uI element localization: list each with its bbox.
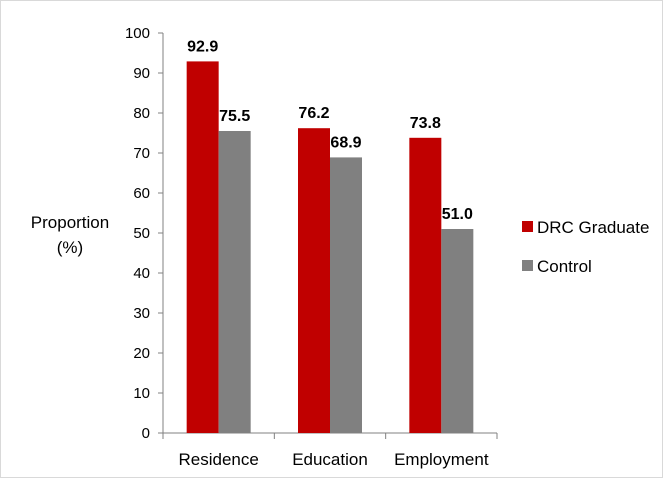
y-tick-label: 70 [133, 145, 150, 162]
data-label-control-employment: 51.0 [442, 206, 473, 223]
y-tick-label: 0 [142, 425, 150, 442]
y-tick-label: 40 [133, 265, 150, 282]
legend-label-control: Control [537, 257, 592, 276]
y-tick-label: 60 [133, 185, 150, 202]
data-labels: 92.9 75.5 76.268.9 73.8 51.0 [187, 38, 473, 223]
y-axis-label-line2: (%) [57, 238, 83, 257]
legend-swatch-drc-graduate [522, 221, 533, 232]
data-label-drc-graduate-employment: 73.8 [410, 115, 441, 132]
bars [186, 61, 474, 434]
legend-label-drc-graduate: DRC Graduate [537, 218, 649, 237]
bar-drc-graduate-employment [409, 137, 442, 434]
y-tick-label: 20 [133, 345, 150, 362]
bar-drc-graduate-education [298, 128, 330, 433]
data-label-control-education: 68.9 [330, 134, 361, 151]
x-axis: Residence Education Employment [162, 432, 498, 469]
legend-swatch-control [522, 260, 533, 271]
data-label-drc-graduate-education: 76.2 [298, 105, 329, 122]
data-label-control-residence: 75.5 [219, 108, 250, 125]
y-tick-label: 30 [133, 305, 150, 322]
x-tick-label-education: Education [292, 450, 368, 469]
bar-control-employment [441, 229, 474, 433]
y-tick-label: 10 [133, 385, 150, 402]
y-tick-label: 90 [133, 65, 150, 82]
x-tick-label-residence: Residence [179, 450, 259, 469]
legend: DRC Graduate Control [522, 218, 649, 276]
x-tick-label-employment: Employment [394, 450, 489, 469]
y-tick-label: 100 [125, 25, 150, 42]
y-axis: 0 10 20 30 40 50 60 70 80 90 100 [125, 25, 164, 442]
bar-control-residence [218, 131, 251, 433]
data-label-drc-graduate-residence: 92.9 [187, 38, 218, 55]
y-axis-label-line1: Proportion [31, 213, 109, 232]
y-tick-label: 80 [133, 105, 150, 122]
y-tick-label: 50 [133, 225, 150, 242]
bar-drc-graduate-residence [186, 61, 219, 434]
bar-control-education [330, 157, 362, 433]
